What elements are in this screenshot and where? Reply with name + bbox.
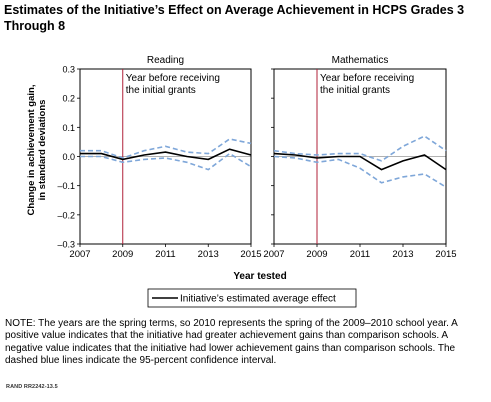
x-tick-label: 2011 bbox=[350, 249, 370, 260]
annotation-text: Year before receiving bbox=[126, 73, 220, 84]
x-tick-label: 2013 bbox=[392, 249, 413, 260]
x-tick-label: 2009 bbox=[112, 249, 133, 260]
x-tick-label: 2013 bbox=[198, 249, 219, 260]
chart-title: Estimates of the Initiative’s Effect on … bbox=[4, 3, 465, 33]
source-label: RAND RR2242-13.5 bbox=[6, 384, 58, 390]
annotation-text: the initial grants bbox=[320, 85, 390, 96]
legend: Initiative’s estimated average effect bbox=[147, 288, 357, 308]
legend-label: Initiative’s estimated average effect bbox=[180, 294, 336, 305]
annotation-text: Year before receiving bbox=[320, 73, 414, 84]
x-tick-label: 2009 bbox=[306, 249, 327, 260]
x-axis-label: Year tested bbox=[233, 271, 286, 282]
annotation-text: the initial grants bbox=[126, 85, 196, 96]
ci-lower-line bbox=[273, 155, 447, 188]
legend-box bbox=[147, 288, 357, 308]
panel-title: Reading bbox=[147, 55, 184, 66]
y-tick-label: 0.0 bbox=[62, 152, 75, 162]
y-tick-label: –0.2 bbox=[57, 210, 75, 220]
x-tick-label: 2015 bbox=[435, 249, 456, 260]
y-tick-label: –0.3 bbox=[57, 240, 75, 250]
ci-lower-line bbox=[80, 152, 252, 171]
y-tick-label: 0.3 bbox=[62, 65, 75, 75]
ci-upper-line bbox=[273, 135, 447, 162]
estimate-line bbox=[273, 152, 447, 171]
x-tick-label: 2015 bbox=[240, 249, 261, 260]
y-tick-label: –0.1 bbox=[57, 181, 75, 191]
y-tick-label: 0.2 bbox=[62, 94, 75, 104]
panel-title: Mathematics bbox=[332, 55, 389, 66]
x-tick-label: 2011 bbox=[155, 249, 175, 260]
ci-upper-line bbox=[80, 138, 252, 159]
estimate-line bbox=[80, 148, 252, 161]
x-tick-label: 2007 bbox=[263, 249, 284, 260]
y-axis-label: Change in achievement gain, bbox=[26, 85, 37, 216]
y-tick-label: 0.1 bbox=[62, 123, 75, 133]
chart-note: NOTE: The years are the spring terms, so… bbox=[5, 318, 458, 367]
x-tick-label: 2007 bbox=[69, 249, 90, 260]
y-axis-label-line2: in standard deviations bbox=[37, 100, 48, 201]
